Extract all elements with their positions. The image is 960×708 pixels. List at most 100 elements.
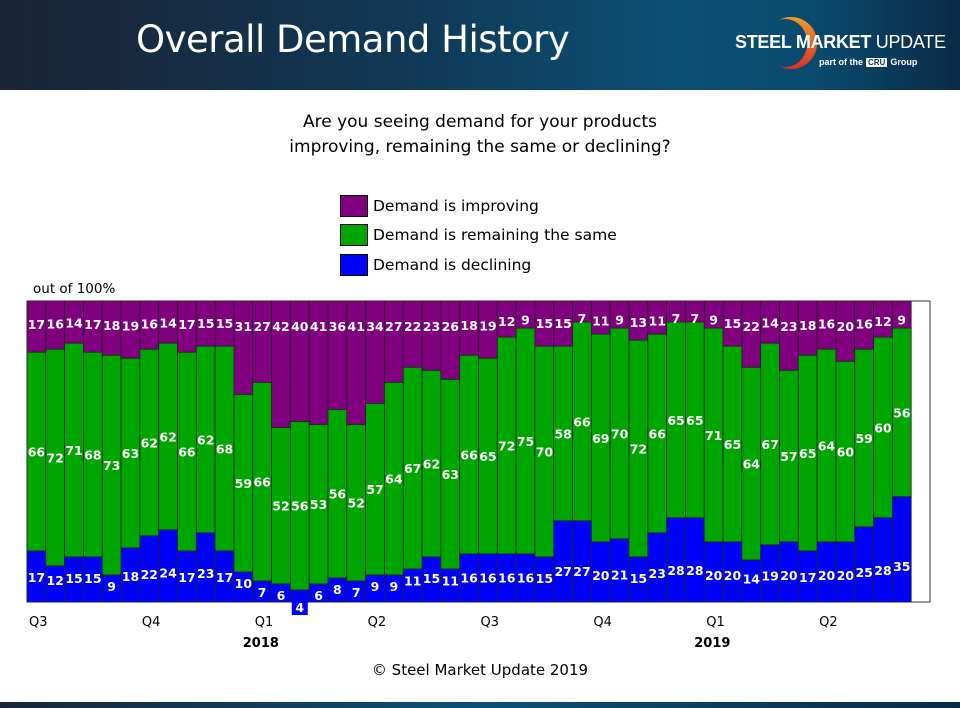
data-label-improving: 17 (178, 317, 195, 332)
stacked-bar-chart: 1766171272161571141568179731818631922621… (26, 300, 931, 651)
data-label-same: 56 (893, 405, 911, 420)
data-label-declining: 24 (159, 566, 177, 581)
data-label-declining: 27 (554, 564, 571, 579)
data-label-improving: 36 (329, 319, 347, 334)
data-label-same: 71 (705, 428, 722, 443)
bar-segment-improving (384, 300, 404, 383)
data-label-improving: 34 (366, 319, 384, 334)
data-label-same: 66 (178, 445, 196, 460)
bar-segment-improving (421, 300, 442, 371)
x-tick-label: Q3 (29, 615, 48, 630)
data-label-same: 57 (780, 449, 797, 464)
data-label-same: 72 (630, 441, 647, 456)
data-label-improving: 9 (897, 312, 906, 327)
data-label-declining: 20 (724, 568, 742, 583)
data-label-same: 72 (47, 451, 64, 466)
data-label-same: 69 (592, 431, 609, 446)
data-label-improving: 22 (743, 319, 760, 334)
data-label-declining: 8 (333, 582, 342, 597)
data-label-improving: 16 (855, 317, 873, 332)
data-label-improving: 7 (672, 311, 681, 326)
data-label-declining: 18 (122, 569, 139, 584)
data-label-same: 73 (103, 458, 120, 473)
data-label-improving: 9 (709, 312, 718, 327)
data-label-declining: 17 (799, 570, 816, 585)
data-label-declining: 4 (295, 600, 304, 615)
data-label-same: 63 (122, 446, 139, 461)
data-label-same: 52 (348, 496, 365, 511)
legend-swatch-improving (340, 194, 368, 217)
legend-swatch-same (340, 224, 368, 247)
x-year-label: 2019 (694, 636, 730, 651)
data-label-improving: 16 (47, 317, 65, 332)
legend-swatch-declining (340, 253, 368, 276)
data-label-same: 70 (536, 445, 554, 460)
x-tick-label: Q2 (819, 615, 838, 630)
footer-bar (0, 702, 960, 708)
data-label-same: 65 (479, 449, 496, 464)
data-label-improving: 31 (235, 319, 252, 334)
data-label-improving: 15 (197, 316, 214, 331)
legend-item-improving: Demand is improving (340, 191, 617, 221)
data-label-declining: 25 (855, 565, 872, 580)
data-label-declining: 7 (258, 585, 267, 600)
cru-badge: CRU (866, 58, 888, 67)
data-label-improving: 14 (159, 315, 177, 330)
x-tick-label: Q1 (706, 615, 725, 630)
data-label-improving: 11 (649, 314, 666, 329)
bar-segment-improving (327, 300, 348, 410)
data-label-declining: 15 (536, 571, 553, 586)
data-label-same: 64 (818, 438, 836, 453)
bar-segment-declining (873, 517, 893, 603)
data-label-same: 52 (272, 499, 289, 514)
data-label-declining: 21 (611, 567, 628, 582)
legend-label: Demand is declining (373, 255, 532, 274)
data-label-same: 66 (460, 448, 478, 463)
data-label-improving: 19 (479, 318, 496, 333)
y-axis-note: out of 100% (33, 281, 116, 297)
data-label-declining: 7 (352, 585, 361, 600)
data-label-same: 58 (554, 426, 571, 441)
data-label-improving: 14 (761, 315, 779, 330)
data-label-same: 65 (686, 413, 703, 428)
data-label-declining: 20 (592, 568, 610, 583)
legend-label: Demand is remaining the same (373, 226, 617, 245)
data-label-declining: 17 (216, 570, 233, 585)
data-label-same: 64 (385, 472, 403, 487)
data-label-declining: 10 (235, 576, 253, 591)
data-label-same: 62 (141, 435, 158, 450)
data-label-declining: 20 (780, 568, 798, 583)
data-label-same: 57 (366, 482, 383, 497)
data-label-improving: 14 (65, 315, 83, 330)
data-label-same: 66 (649, 426, 667, 441)
data-label-declining: 6 (277, 588, 286, 603)
data-label-improving: 11 (592, 314, 609, 329)
copyright-text: © Steel Market Update 2019 (371, 661, 589, 679)
data-label-declining: 16 (498, 570, 516, 585)
data-label-same: 63 (442, 467, 459, 482)
question-line-2: improving, remaining the same or declini… (289, 137, 671, 157)
data-label-improving: 15 (536, 316, 553, 331)
data-label-declining: 22 (141, 567, 158, 582)
data-label-improving: 12 (498, 314, 515, 329)
logo-subtext: part of the CRU Group (819, 57, 918, 67)
data-label-declining: 35 (893, 559, 910, 574)
data-label-same: 66 (573, 414, 591, 429)
data-label-same: 67 (404, 461, 421, 476)
data-label-same: 67 (761, 437, 778, 452)
data-label-declining: 15 (630, 571, 647, 586)
data-label-improving: 7 (578, 311, 587, 326)
data-label-improving: 15 (216, 316, 233, 331)
data-label-improving: 18 (103, 318, 120, 333)
data-label-declining: 9 (389, 579, 398, 594)
data-label-declining: 23 (197, 566, 214, 581)
data-label-declining: 17 (178, 570, 195, 585)
data-label-same: 65 (724, 437, 741, 452)
data-label-declining: 14 (743, 572, 761, 587)
data-label-same: 62 (423, 457, 440, 472)
data-label-improving: 41 (310, 319, 327, 334)
logo-arc-icon (779, 17, 818, 70)
data-label-same: 53 (310, 497, 327, 512)
data-label-improving: 27 (253, 319, 270, 334)
chart-question: Are you seeing demand for your products … (0, 110, 960, 160)
